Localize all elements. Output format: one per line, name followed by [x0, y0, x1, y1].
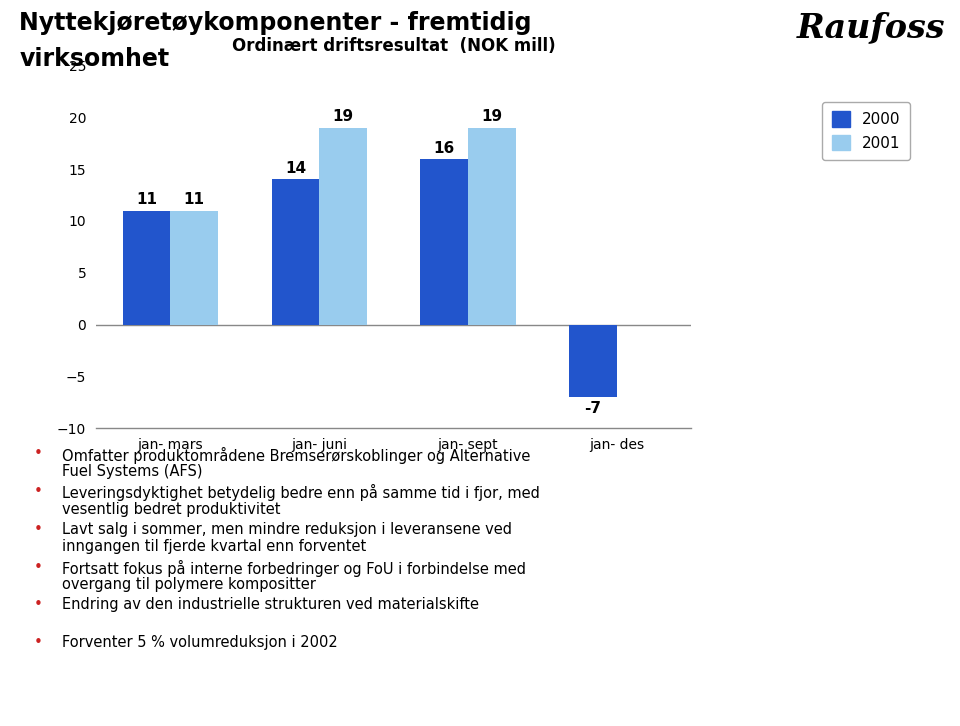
Bar	[420, 159, 468, 325]
Text: 16: 16	[434, 141, 455, 155]
Text: 19: 19	[332, 110, 353, 124]
Text: 11: 11	[183, 192, 204, 208]
Bar	[319, 128, 367, 325]
Text: Leveringsdyktighet betydelig bedre enn på samme tid i fjor, med: Leveringsdyktighet betydelig bedre enn p…	[62, 484, 540, 501]
Text: Omfatter produktområdene Bremserørskoblinger og Alternative: Omfatter produktområdene Bremserørskobli…	[62, 446, 531, 463]
Text: vesentlig bedret produktivitet: vesentlig bedret produktivitet	[62, 502, 281, 517]
Text: virksomhet: virksomhet	[19, 47, 169, 71]
Bar	[272, 179, 319, 325]
Text: -7: -7	[585, 401, 602, 417]
Text: Raufoss: Raufoss	[797, 11, 946, 44]
Text: •: •	[34, 597, 42, 613]
Text: overgang til polymere kompositter: overgang til polymere kompositter	[62, 577, 316, 592]
Text: •: •	[34, 635, 42, 650]
Text: Fuel Systems (AFS): Fuel Systems (AFS)	[62, 464, 203, 479]
Text: Forventer 5 % volumreduksjon i 2002: Forventer 5 % volumreduksjon i 2002	[62, 635, 338, 650]
Bar	[170, 211, 218, 325]
Text: •: •	[34, 560, 42, 575]
Text: •: •	[34, 484, 42, 499]
Text: •: •	[34, 522, 42, 537]
Bar	[468, 128, 516, 325]
Bar	[569, 325, 616, 397]
Title: Ordinært driftsresultat  (NOK mill): Ordinært driftsresultat (NOK mill)	[231, 38, 556, 55]
Text: •: •	[34, 446, 42, 462]
Text: Fortsatt fokus på interne forbedringer og FoU i forbindelse med: Fortsatt fokus på interne forbedringer o…	[62, 560, 526, 576]
Legend: 2000, 2001: 2000, 2001	[823, 102, 910, 160]
Text: Endring av den industrielle strukturen ved materialskifte: Endring av den industrielle strukturen v…	[62, 597, 479, 613]
Text: 14: 14	[285, 161, 306, 176]
Text: 19: 19	[481, 110, 502, 124]
Text: Nyttekjøretøykomponenter - fremtidig: Nyttekjøretøykomponenter - fremtidig	[19, 11, 532, 35]
Text: Lavt salg i sommer, men mindre reduksjon i leveransene ved: Lavt salg i sommer, men mindre reduksjon…	[62, 522, 513, 537]
Bar	[123, 211, 170, 325]
Text: 11: 11	[136, 192, 157, 208]
Text: inngangen til fjerde kvartal enn forventet: inngangen til fjerde kvartal enn forvent…	[62, 539, 367, 555]
